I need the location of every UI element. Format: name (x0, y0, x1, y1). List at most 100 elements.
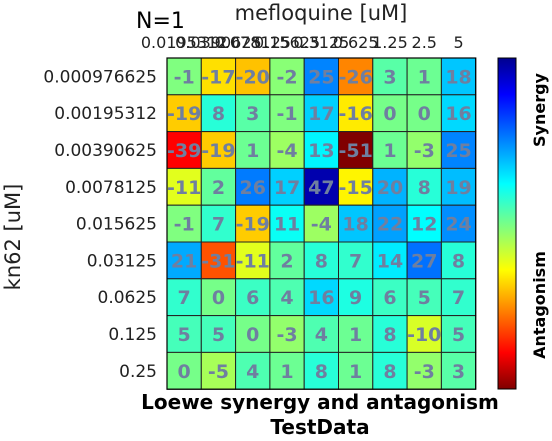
heatmap-cell-value: 12 (411, 214, 437, 236)
heatmap-cell (200, 131, 237, 169)
heatmap-cell-value: 8 (383, 361, 396, 383)
x-axis-label: mefloquine [uM] (235, 1, 408, 25)
heatmap-cell (235, 315, 271, 353)
heatmap-cell-value: 25 (445, 140, 471, 162)
heatmap-cell-value: -26 (338, 66, 372, 88)
heatmap-cell (200, 57, 237, 96)
heatmap-cell (166, 131, 202, 169)
heatmap-cell (303, 278, 340, 317)
heatmap-cell-value: 4 (246, 361, 259, 383)
heatmap-cell-value: -1 (276, 103, 297, 125)
heatmap-cell-value: 7 (452, 287, 465, 309)
colorbar (497, 57, 517, 390)
y-tick-label: 0.00195312 (54, 104, 157, 124)
heatmap-cell-value: -1 (174, 214, 195, 236)
heatmap-cell-value: -19 (236, 214, 270, 236)
heatmap-cell (338, 351, 374, 390)
heatmap-cell-value: 1 (280, 361, 293, 383)
heatmap-cell (235, 94, 271, 133)
heatmap-cell (303, 315, 340, 353)
y-tick-label: 0.125 (108, 325, 157, 345)
heatmap-cell-value: 17 (274, 177, 300, 199)
y-tick-label: 0.0625 (98, 288, 157, 308)
heatmap-cell (303, 131, 340, 169)
colorbar-label-synergy: Synergy (530, 72, 549, 147)
heatmap-cell-value: 16 (445, 103, 471, 125)
heatmap-cell-value: -3 (414, 140, 435, 162)
y-tick-label: 0.00390625 (54, 141, 157, 161)
heatmap-cell (338, 57, 374, 96)
heatmap-cell (235, 241, 271, 280)
corner-label: N=1 (136, 9, 185, 34)
colorbar-label-antagonism: Antagonism (530, 251, 549, 359)
chart-title-line2: TestData (270, 415, 369, 437)
heatmap-cell (200, 167, 237, 206)
heatmap-cell-value: 7 (349, 250, 362, 272)
heatmap-cell (406, 94, 442, 133)
heatmap-cell-value: 4 (315, 324, 328, 346)
heatmap-cell-value: -15 (338, 177, 372, 199)
y-tick-label: 0.015625 (76, 215, 157, 235)
heatmap-cell-value: 0 (418, 103, 431, 125)
heatmap-cell-value: 8 (212, 103, 225, 125)
x-tick-label: 0.625 (333, 33, 379, 52)
heatmap-cell-value: 9 (349, 287, 362, 309)
heatmap-cell-value: 0 (212, 287, 225, 309)
heatmap-cell-value: 3 (383, 66, 396, 88)
heatmap-cell-value: -39 (167, 140, 201, 162)
heatmap-cell (440, 131, 477, 169)
heatmap-cell-value: -4 (276, 140, 297, 162)
heatmap-cell (440, 94, 477, 133)
heatmap-cell-value: 5 (178, 324, 191, 346)
heatmap-cell (440, 351, 477, 390)
heatmap-cell (166, 351, 202, 390)
heatmap-cell (269, 315, 305, 353)
heatmap-cell-value: 3 (246, 103, 259, 125)
heatmap-cell (166, 167, 202, 206)
heatmap-cell-value: 13 (308, 140, 334, 162)
x-tick-label: 0.078125 (215, 33, 291, 52)
heatmap-cell (166, 315, 202, 353)
y-axis-label: kn62 [uM] (1, 184, 25, 291)
heatmap-cell-value: 17 (308, 103, 334, 125)
heatmap-cell (440, 241, 477, 280)
heatmap-cell (235, 351, 271, 390)
heatmap-cell-value: 16 (308, 287, 334, 309)
heatmap-cell (200, 241, 237, 280)
heatmap-cell-value: 5 (452, 324, 465, 346)
heatmap-cell-value: -19 (167, 103, 201, 125)
y-tick-labels: 0.000976625 0.00195312 0.00390625 0.0078125… (43, 67, 157, 381)
heatmap-cells (166, 57, 477, 390)
heatmap-cell-value: 1 (349, 324, 362, 346)
heatmap-cell (372, 351, 408, 390)
heatmap-cell-value: 24 (445, 214, 471, 236)
heatmap-cell-value: 0 (178, 361, 191, 383)
x-tick-label: 0.3125 (293, 33, 349, 52)
y-tick-label: 0.000976625 (43, 67, 157, 87)
heatmap-cell-value: 20 (377, 177, 403, 199)
heatmap-cell (440, 167, 477, 206)
heatmap-cell (372, 94, 408, 133)
x-tick-label: 0.0195312 (141, 33, 228, 52)
heatmap-cell-value: 8 (452, 250, 465, 272)
heatmap-cell-value: 8 (315, 361, 328, 383)
heatmap-cell-value: 0 (246, 324, 259, 346)
heatmap-cell-value: -51 (338, 140, 372, 162)
heatmap-cell-value: -17 (201, 66, 235, 88)
heatmap-cell-value: 0 (383, 103, 396, 125)
heatmap-border (166, 57, 477, 390)
heatmap-cell-value: 6 (246, 287, 259, 309)
heatmap-cell-value: 18 (445, 66, 471, 88)
heatmap-cell (235, 131, 271, 169)
heatmap-cell (269, 167, 305, 206)
heatmap-cell-value: 8 (418, 177, 431, 199)
heatmap-cell-value: 1 (349, 361, 362, 383)
heatmap-cell-value: 14 (377, 250, 403, 272)
heatmap-cell-value: 26 (240, 177, 266, 199)
heatmap-cell (338, 315, 374, 353)
heatmap-cell-value: 2 (212, 177, 225, 199)
heatmap-cell (166, 204, 202, 243)
heatmap-cell-value: 8 (383, 324, 396, 346)
heatmap-cell-value: 22 (377, 214, 403, 236)
